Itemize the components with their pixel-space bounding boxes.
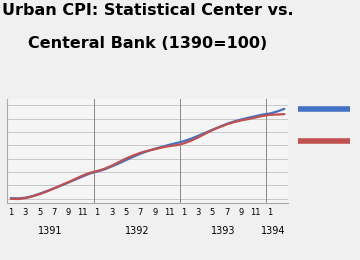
Text: 1394: 1394 [261,226,286,236]
Text: 1392: 1392 [125,226,149,236]
Text: 1391: 1391 [38,226,63,236]
Text: Urban CPI: Statistical Center vs.: Urban CPI: Statistical Center vs. [2,3,293,18]
Text: 1393: 1393 [211,226,235,236]
Text: Centeral Bank (1390=100): Centeral Bank (1390=100) [28,36,267,51]
